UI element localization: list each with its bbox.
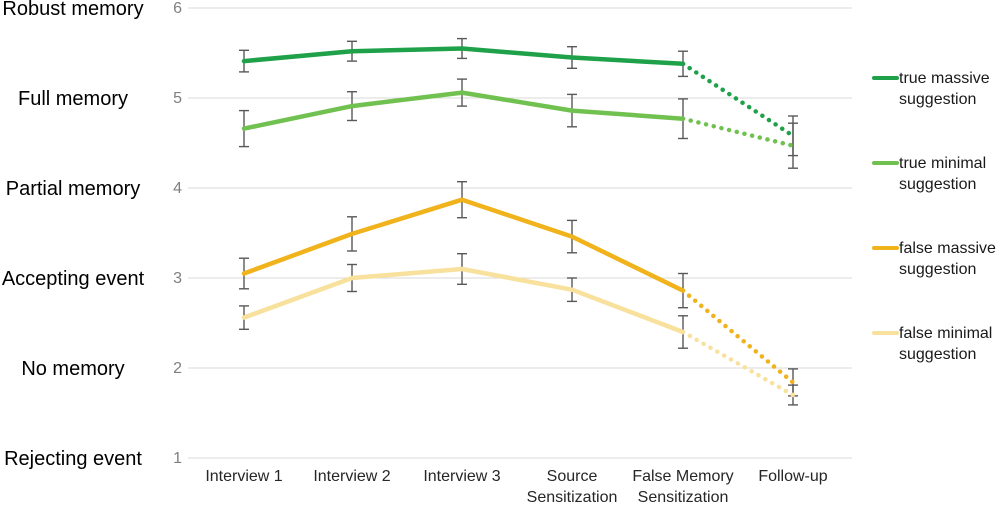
series-line-true-massive-suggestion <box>241 46 686 67</box>
legend-swatch-false-massive-line <box>872 246 899 250</box>
legend-swatch-false-minimal-line <box>872 331 899 335</box>
y-axis-category-label: Rejecting event <box>4 448 142 470</box>
series-dotted-line-false-minimal-suggestion <box>680 329 796 398</box>
legend-label: true minimal suggestion <box>899 155 987 193</box>
x-category-label: Sensitization <box>638 489 729 506</box>
x-category-label: Interview 1 <box>205 468 282 485</box>
y-tick-number: 3 <box>173 270 182 287</box>
series-dotted-line-false-massive-suggestion <box>680 288 796 385</box>
legend-label: false massive suggestion <box>899 240 996 278</box>
x-category-label: Interview 3 <box>423 468 500 485</box>
x-category-label: Interview 2 <box>313 468 390 485</box>
series-line-true-minimal-suggestion <box>241 90 686 131</box>
legend-item-false-massive: false massive suggestion <box>872 238 1000 280</box>
y-tick-number: 1 <box>173 450 182 467</box>
legend-label: false minimal suggestion <box>899 325 993 363</box>
series-dotted-line-true-massive-suggestion <box>680 61 796 139</box>
legend-label: true massive suggestion <box>899 70 990 108</box>
y-axis-category-label: Accepting event <box>2 268 145 290</box>
x-category-label: Source <box>547 468 598 485</box>
legend-item-false-minimal: false minimal suggestion <box>872 323 1000 365</box>
x-category-label: False Memory <box>632 468 733 485</box>
y-tick-number: 5 <box>173 90 182 107</box>
y-axis-category-label: Partial memory <box>6 178 140 200</box>
y-axis-category-label: Robust memory <box>2 0 143 20</box>
series-dotted-line-true-minimal-suggestion <box>680 116 796 148</box>
series-line-false-massive-suggestion <box>241 197 686 293</box>
y-tick-number: 4 <box>173 180 182 197</box>
y-tick-number: 2 <box>173 360 182 377</box>
x-category-label: Sensitization <box>527 489 618 506</box>
legend-swatch-true-minimal-line <box>872 161 899 165</box>
series-line-false-minimal-suggestion <box>241 266 686 335</box>
y-axis-category-label: No memory <box>21 358 124 380</box>
legend-swatch-true-massive-line <box>872 76 899 80</box>
x-category-label: Follow-up <box>758 468 827 485</box>
legend-item-true-minimal: true minimal suggestion <box>872 153 1000 195</box>
y-axis-category-label: Full memory <box>18 88 128 110</box>
legend-item-true-massive: true massive suggestion <box>872 68 1000 110</box>
y-tick-number: 6 <box>173 0 182 17</box>
legend: true massive suggestion true minimal sug… <box>872 68 1000 365</box>
